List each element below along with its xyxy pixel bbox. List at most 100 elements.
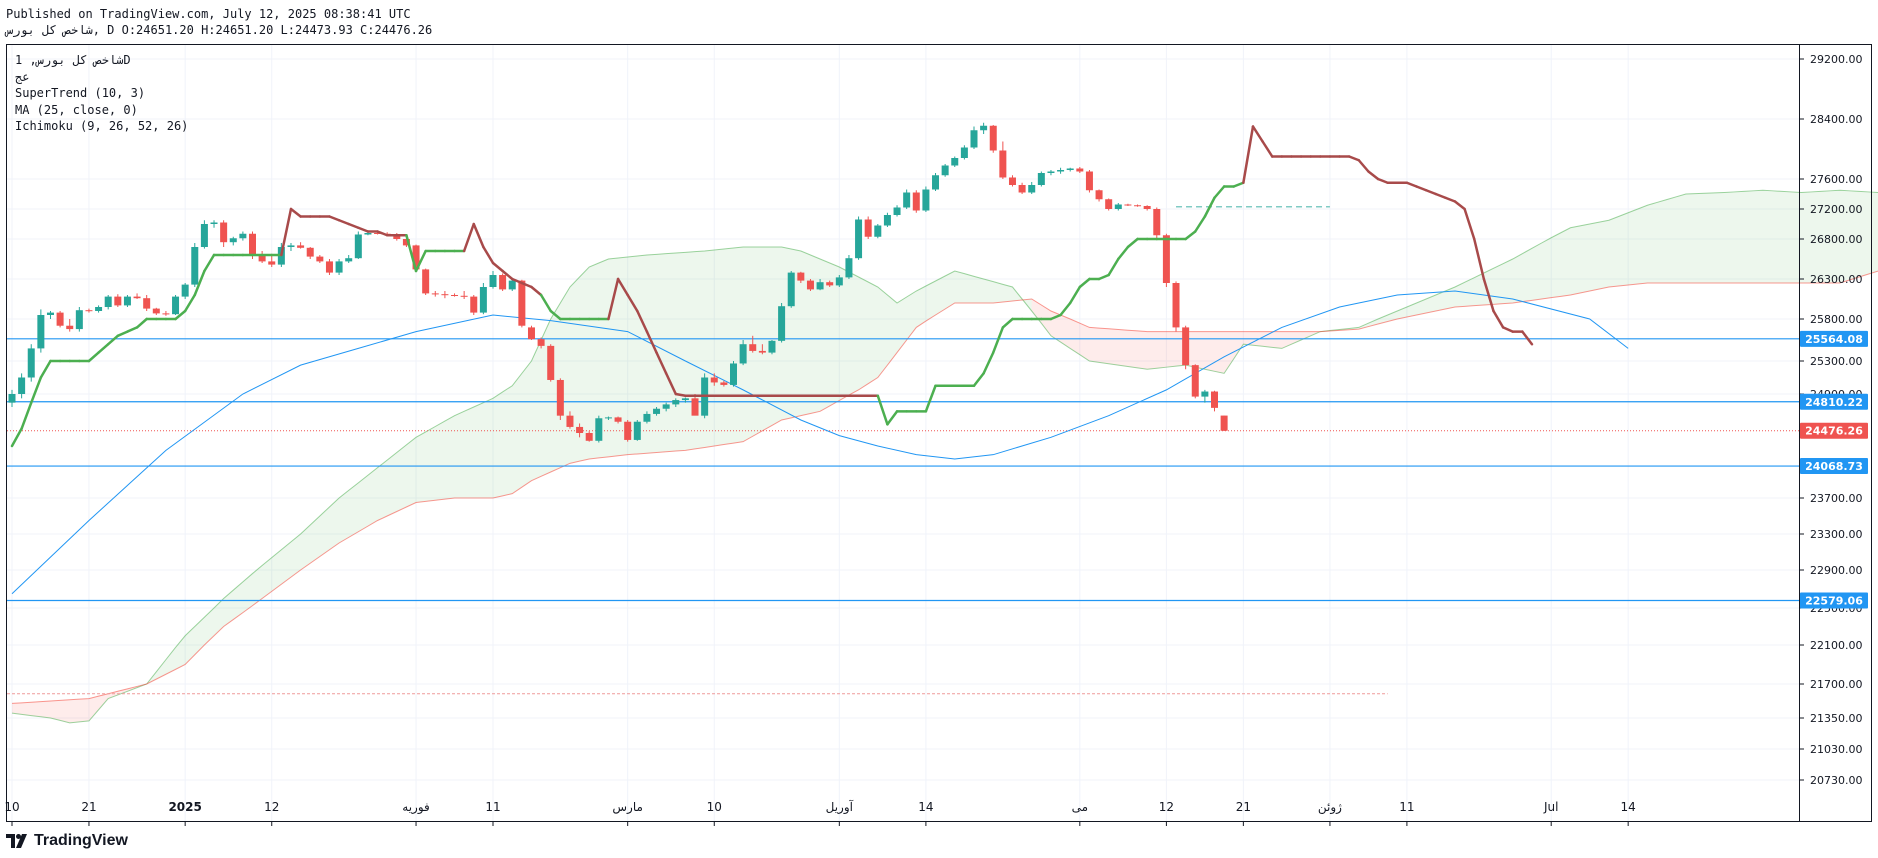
supertrend-segment — [876, 394, 889, 426]
ichimoku-cloud-segment — [146, 247, 1032, 684]
candle-body — [1066, 168, 1074, 170]
candle-body — [653, 408, 661, 414]
candle-body — [527, 327, 535, 340]
published-line: Published on TradingView.com, July 12, 2… — [6, 7, 411, 21]
candle-body — [200, 224, 208, 247]
supertrend-segment — [328, 215, 341, 222]
time-axis-label: می — [1072, 800, 1088, 814]
price-axis-label: 29200.00 — [1810, 53, 1863, 66]
supertrend-segment — [1453, 200, 1466, 211]
time-axis-label: 10 — [707, 800, 722, 814]
candle-body — [989, 125, 997, 151]
supertrend-segment — [116, 330, 129, 338]
time-axis-label: ژوئن — [1318, 800, 1342, 815]
price-axis-label: 20730.00 — [1810, 774, 1863, 787]
supertrend-segment — [636, 309, 649, 333]
supertrend-segment — [97, 342, 110, 354]
price-axis-label: 28400.00 — [1810, 113, 1863, 126]
ichimoku-span-b — [11, 270, 1878, 704]
supertrend-segment — [1117, 245, 1130, 261]
supertrend-segment — [1415, 185, 1428, 192]
supertrend-segment — [1472, 237, 1486, 281]
candle-body — [75, 310, 83, 330]
supertrend-segment — [655, 351, 668, 375]
candle-body — [1191, 365, 1199, 397]
time-axis-label: 21 — [81, 800, 96, 814]
tradingview-brand[interactable]: TradingView — [6, 832, 128, 850]
supertrend-segment — [1376, 177, 1389, 184]
price-axis-label: 23300.00 — [1810, 528, 1863, 541]
candle-body — [123, 296, 131, 306]
supertrend-segment — [645, 330, 658, 354]
candle-body — [402, 239, 410, 246]
supertrend-segment — [289, 207, 302, 218]
price-axis-label: 22900.00 — [1810, 564, 1863, 577]
supertrend-segment — [405, 234, 418, 273]
price-axis-label: 27200.00 — [1810, 203, 1863, 216]
candle-body — [1095, 190, 1103, 200]
supertrend-segment — [991, 326, 1005, 354]
candle-body — [46, 312, 54, 315]
candle-body — [960, 147, 968, 158]
candle-body — [1028, 185, 1036, 193]
candle-body — [806, 280, 814, 290]
supertrend-segment — [462, 222, 476, 253]
candle-body — [518, 280, 526, 326]
time-axis-label: فوریه — [402, 800, 430, 815]
candle-body — [710, 377, 718, 383]
supertrend-segment — [1521, 330, 1534, 346]
candle-body — [980, 125, 988, 131]
level-price-label-badge — [1800, 592, 1868, 609]
candle-body — [1057, 170, 1065, 172]
candle-body — [970, 130, 978, 148]
price-axis-label: 21350.00 — [1810, 712, 1863, 725]
price-axis-label: 27600.00 — [1810, 173, 1863, 186]
supertrend-segment — [482, 245, 495, 265]
candle-body — [1018, 185, 1026, 193]
candle-body — [999, 150, 1007, 178]
time-axis-label: 14 — [1621, 800, 1636, 814]
supertrend-segment — [10, 427, 23, 448]
candle-body — [297, 245, 305, 248]
candle-body — [441, 294, 449, 296]
candle-body — [681, 398, 689, 401]
candle-body — [1134, 205, 1142, 207]
supertrend-segment — [357, 226, 370, 233]
candle-body — [672, 400, 680, 405]
time-axis-label: 11 — [485, 800, 500, 814]
legend-ma[interactable]: MA (25, close, 0) — [15, 102, 138, 117]
legend-supertrend[interactable]: SuperTrend (10, 3) — [15, 86, 146, 100]
candle-body — [345, 258, 353, 262]
candle-body — [431, 293, 439, 295]
supertrend-segment — [982, 351, 995, 375]
candle-body — [393, 234, 401, 239]
candle-body — [845, 258, 853, 278]
candle-body — [1182, 327, 1190, 366]
supertrend-segment — [1444, 196, 1457, 203]
supertrend-segment — [549, 309, 562, 321]
level-price-label-badge — [1800, 330, 1868, 347]
candle-body — [335, 261, 343, 273]
supertrend-segment — [674, 392, 687, 397]
supertrend-segment — [183, 293, 197, 313]
supertrend-segment — [1482, 277, 1495, 313]
time-axis-label: 14 — [918, 800, 933, 814]
candle-body — [152, 308, 160, 314]
candle-body — [932, 175, 940, 190]
candle-body — [835, 277, 843, 286]
supertrend-segment — [924, 384, 937, 413]
candle-body — [768, 340, 776, 353]
price-axis-label: 26800.00 — [1810, 233, 1863, 246]
candle-body — [720, 382, 728, 385]
level-price-label-badge — [1800, 393, 1868, 410]
legend-symbol: شاخص کل بورس, 1D — [15, 53, 131, 67]
legend-ichimoku[interactable]: Ichimoku (9, 26, 52, 26) — [15, 119, 189, 133]
candle-body — [422, 269, 430, 294]
indicator-legend: شاخص کل بورس, 1D عج SuperTrend (10, 3) M… — [15, 52, 188, 135]
candle-body — [537, 339, 545, 346]
candle-body — [903, 192, 911, 208]
supertrend-segment — [1347, 155, 1361, 162]
price-axis-label: 21030.00 — [1810, 743, 1863, 756]
level-price-label: 24068.73 — [1805, 460, 1863, 473]
